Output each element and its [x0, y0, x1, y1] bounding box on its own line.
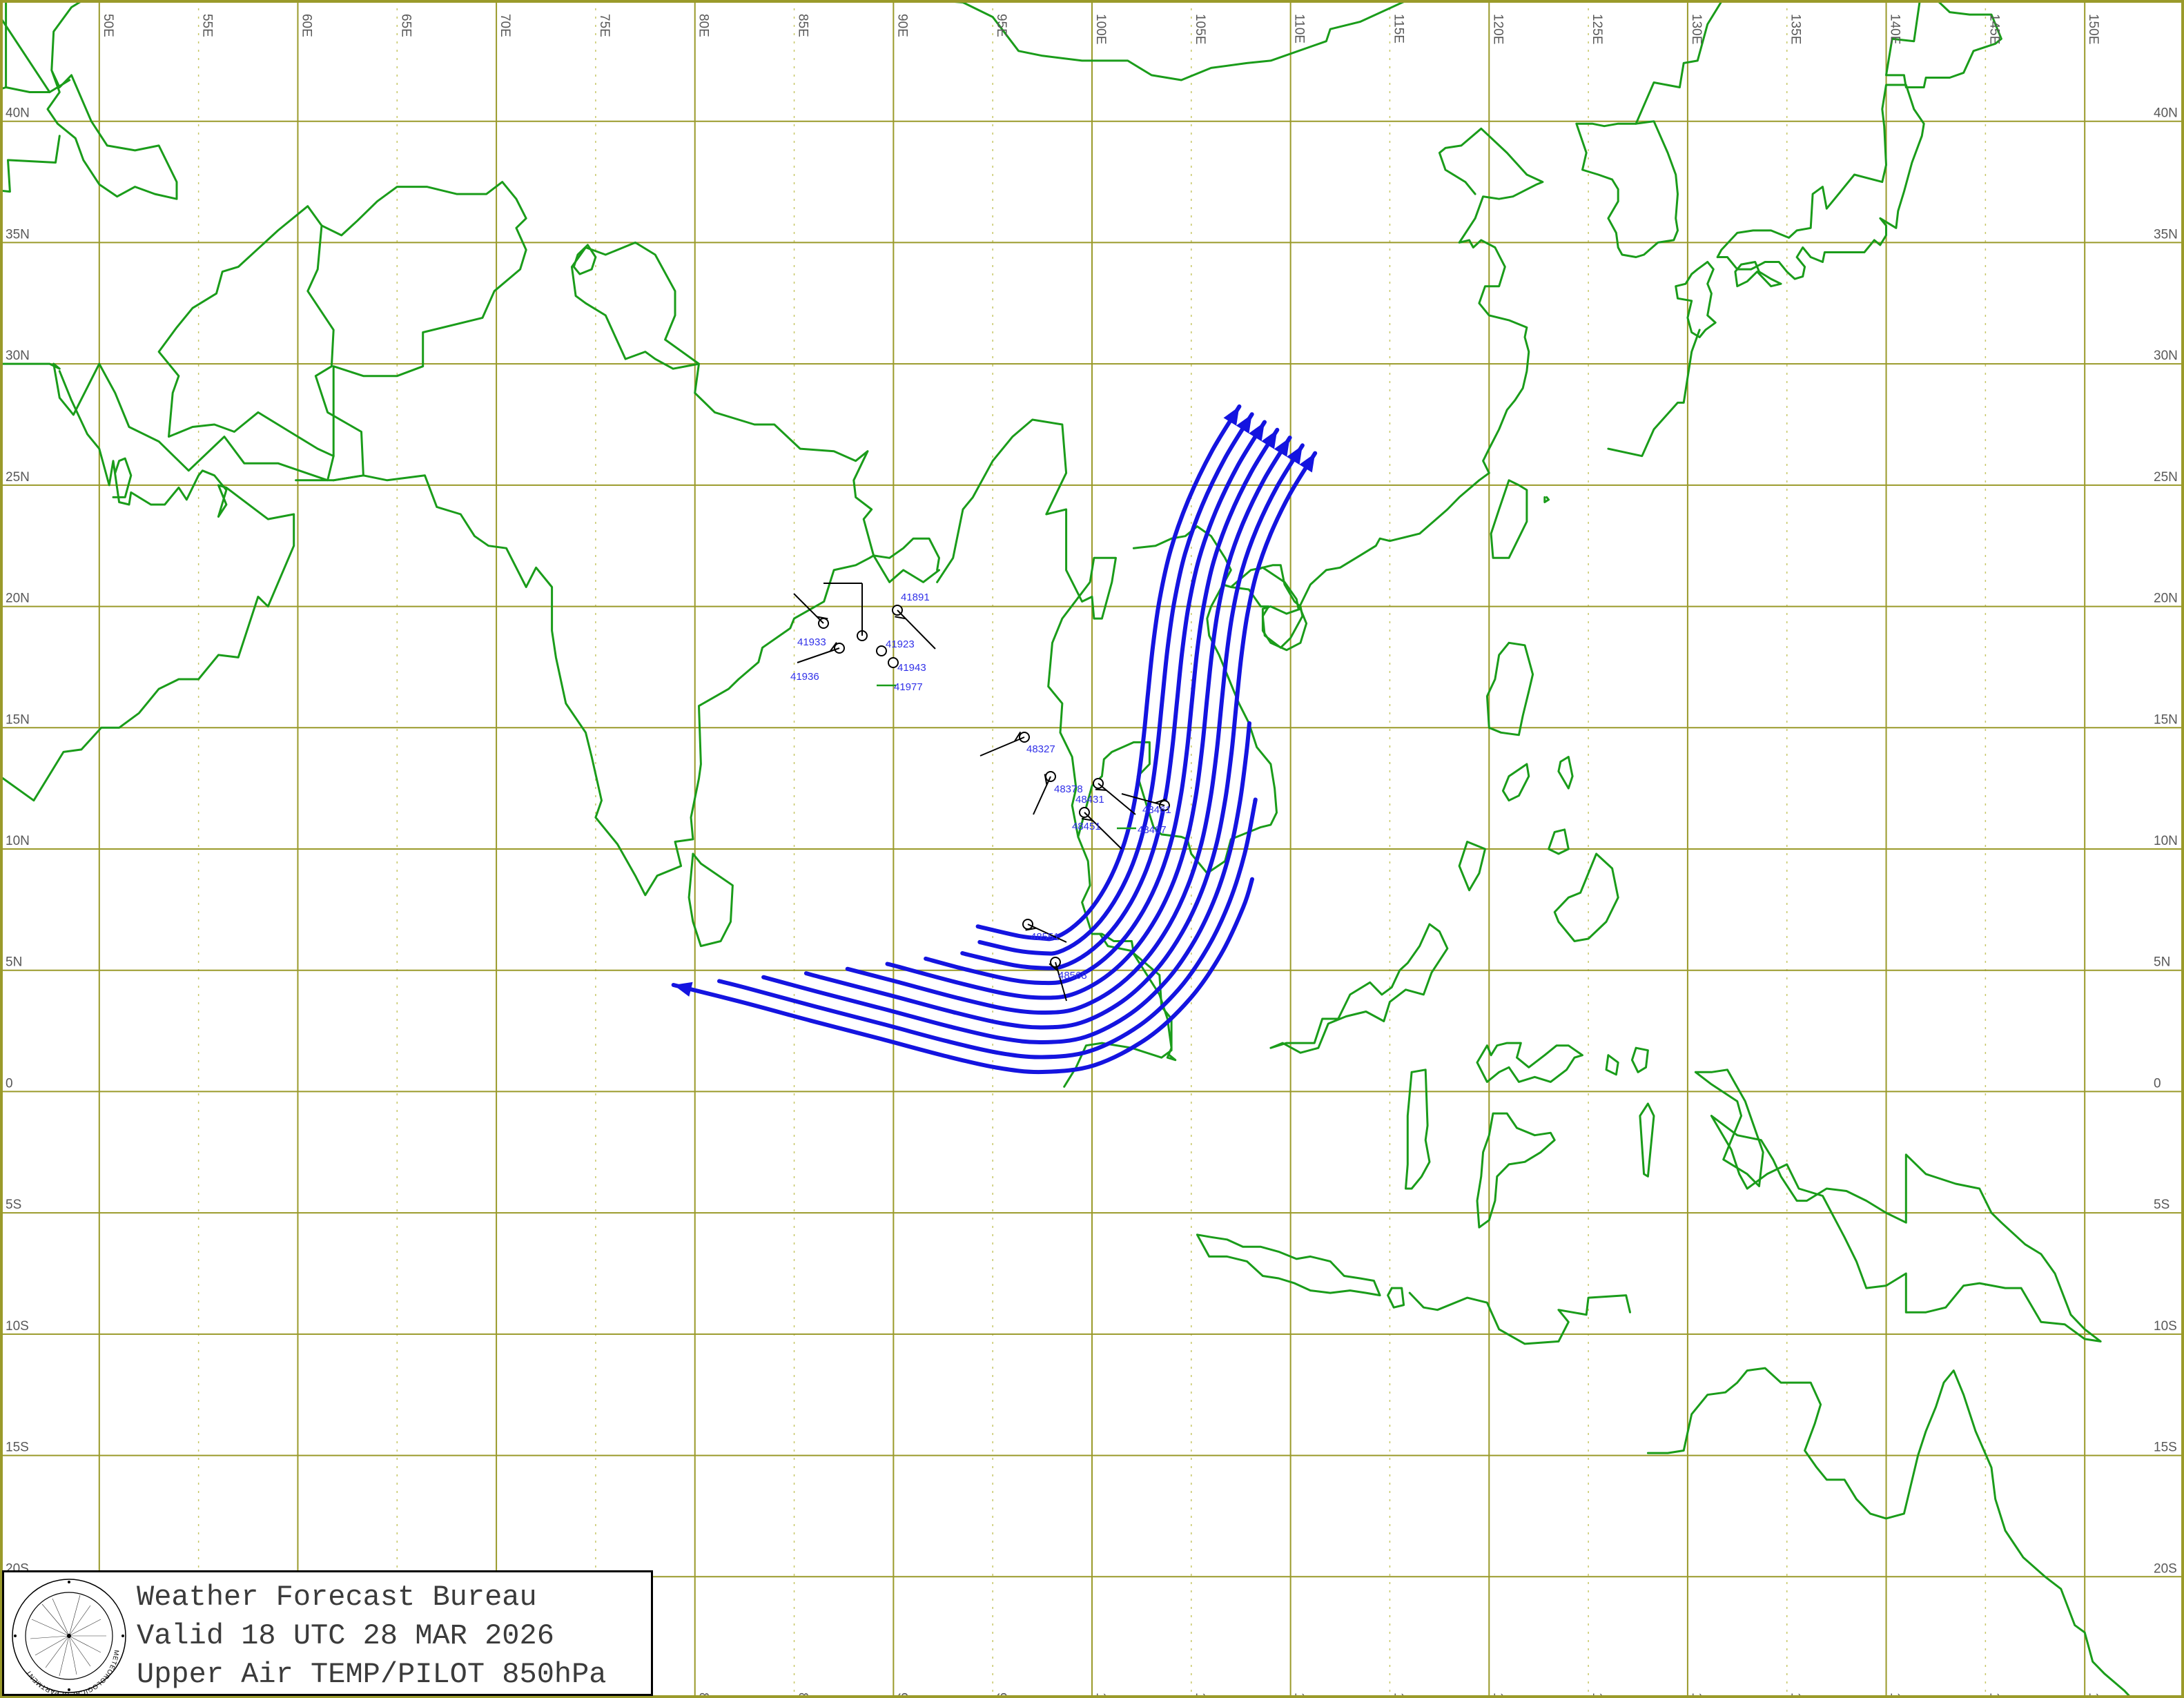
svg-text:10S: 10S	[2154, 1319, 2177, 1334]
svg-text:10N: 10N	[2154, 834, 2178, 848]
svg-text:30N: 30N	[6, 349, 30, 363]
svg-text:0: 0	[2154, 1076, 2161, 1091]
svg-text:41943: 41943	[897, 662, 926, 674]
svg-text:5S: 5S	[6, 1198, 21, 1212]
svg-text:48568: 48568	[1058, 970, 1087, 982]
svg-text:125E: 125E	[1590, 14, 1604, 44]
svg-text:140E: 140E	[1888, 14, 1902, 44]
svg-text:95E: 95E	[994, 14, 1008, 37]
svg-text:145E: 145E	[1987, 14, 2001, 44]
svg-text:5N: 5N	[2154, 955, 2170, 970]
svg-text:20N: 20N	[2154, 592, 2178, 606]
svg-text:75E: 75E	[597, 14, 612, 37]
svg-text:48461: 48461	[1142, 804, 1171, 816]
svg-text:15N: 15N	[6, 712, 30, 727]
svg-text:90E: 90E	[895, 14, 909, 37]
svg-text:35N: 35N	[2154, 227, 2178, 242]
svg-text:40N: 40N	[2154, 106, 2178, 121]
svg-text:10S: 10S	[6, 1319, 29, 1334]
svg-text:30N: 30N	[2154, 349, 2178, 363]
svg-text:0: 0	[6, 1076, 13, 1091]
svg-text:55E: 55E	[200, 14, 215, 37]
svg-text:41923: 41923	[886, 638, 915, 650]
svg-text:60E: 60E	[299, 14, 313, 37]
svg-text:25N: 25N	[6, 470, 30, 485]
svg-text:41891: 41891	[901, 592, 930, 603]
svg-text:110E: 110E	[1292, 14, 1307, 43]
svg-text:100E: 100E	[1093, 14, 1108, 44]
svg-text:20S: 20S	[2154, 1561, 2177, 1576]
svg-text:20N: 20N	[6, 592, 30, 606]
svg-text:5N: 5N	[6, 955, 22, 970]
svg-text:15S: 15S	[2154, 1441, 2177, 1455]
svg-text:10N: 10N	[6, 834, 30, 848]
svg-text:15S: 15S	[6, 1441, 29, 1455]
svg-text:130E: 130E	[1689, 14, 1704, 44]
svg-text:48551: 48551	[1031, 931, 1060, 943]
svg-text:50E: 50E	[101, 14, 115, 37]
svg-text:135E: 135E	[1788, 14, 1803, 44]
svg-text:70E: 70E	[498, 14, 512, 37]
svg-text:85E: 85E	[796, 14, 810, 37]
svg-text:48431: 48431	[1075, 794, 1104, 806]
svg-text:41936: 41936	[790, 671, 819, 683]
svg-text:105E: 105E	[1193, 14, 1207, 44]
svg-text:41977: 41977	[894, 681, 923, 693]
svg-text:5S: 5S	[2154, 1198, 2170, 1212]
svg-text:35N: 35N	[6, 227, 30, 242]
svg-text:40N: 40N	[6, 106, 30, 121]
svg-text:80E: 80E	[696, 14, 711, 37]
svg-text:65E: 65E	[398, 14, 413, 37]
svg-text:15N: 15N	[2154, 712, 2178, 727]
svg-text:115E: 115E	[1391, 14, 1405, 43]
svg-text:25N: 25N	[2154, 470, 2178, 485]
svg-text:150E: 150E	[2086, 14, 2100, 44]
svg-text:120E: 120E	[1490, 14, 1505, 44]
svg-text:41933: 41933	[797, 636, 826, 648]
svg-text:48407: 48407	[1138, 824, 1167, 836]
svg-text:48451: 48451	[1072, 821, 1101, 832]
svg-text:METEOROLOGICAL DEPARTMENT: METEOROLOGICAL DEPARTMENT	[25, 1650, 120, 1694]
svg-text:48327: 48327	[1026, 743, 1055, 755]
